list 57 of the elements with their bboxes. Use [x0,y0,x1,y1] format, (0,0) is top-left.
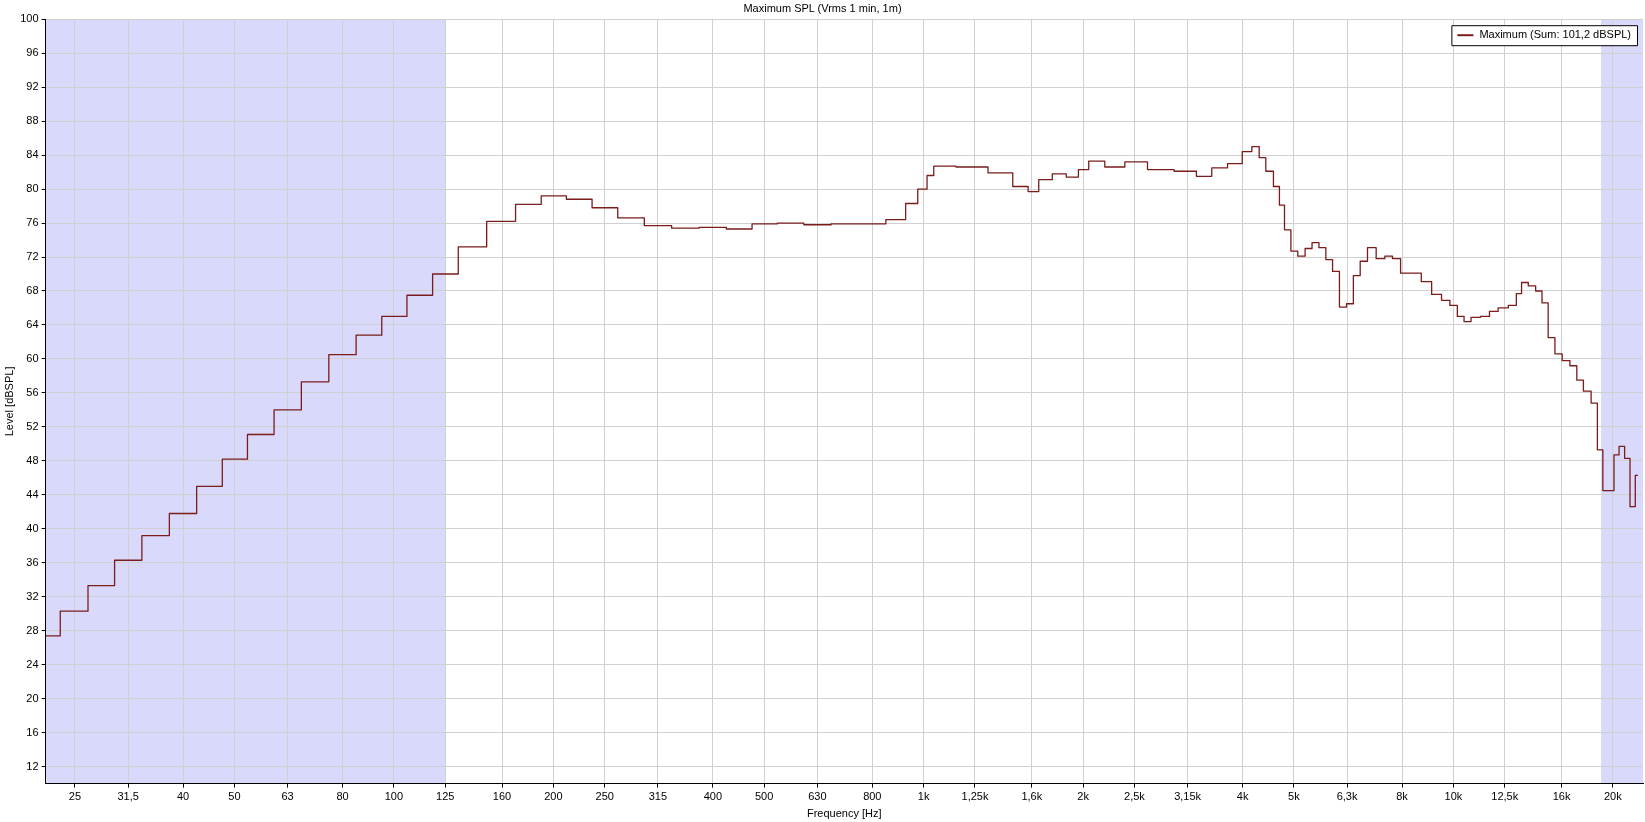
x-tick-label: 500 [754,790,774,803]
x-tick-label: 630 [808,790,827,803]
x-tick-label: 315 [648,790,668,803]
x-tick-label: 1k [917,790,930,803]
x-tick-label: 800 [863,790,882,803]
x-tick-label: 1,25k [961,790,989,803]
y-tick-label: 12 [26,759,39,772]
x-tick-label: 20k [1603,790,1623,803]
x-tick-label: 10k [1444,790,1463,803]
x-tick-label: 40 [176,790,190,803]
x-tick-label: 2k [1077,790,1090,803]
y-tick-label: 44 [26,487,39,500]
chart-title: Maximum SPL (Vrms 1 min, 1m) [743,1,902,14]
y-tick-label: 68 [26,284,39,297]
y-tick-label: 20 [26,691,39,704]
y-tick-label: 100 [20,12,39,25]
y-tick-label: 88 [26,114,39,127]
y-tick-label: 76 [26,216,39,229]
x-tick-label: 63 [281,790,294,803]
x-tick-label: 6,3k [1336,790,1358,803]
y-tick-label: 56 [26,385,39,398]
x-tick-label: 160 [492,790,512,803]
y-axis-title: Level [dBSPL] [2,366,15,437]
legend-label: Maximum (Sum: 101,2 dBSPL) [1479,28,1632,41]
x-tick-label: 4k [1236,790,1249,803]
x-tick-label: 31,5 [117,790,139,803]
x-tick-label: 2,5k [1124,790,1146,803]
y-tick-label: 40 [26,521,39,534]
y-tick-label: 92 [26,80,39,93]
x-tick-label: 50 [228,790,241,803]
y-tick-label: 84 [26,148,39,161]
y-tick-label: 48 [26,453,39,466]
x-tick-label: 125 [436,790,455,803]
x-tick-label: 25 [68,790,82,803]
x-tick-label: 12,5k [1491,790,1519,803]
y-tick-label: 28 [26,623,39,636]
x-tick-label: 250 [595,790,614,803]
y-tick-label: 36 [26,555,39,568]
y-tick-label: 80 [26,182,39,195]
y-tick-label: 32 [26,589,39,602]
x-tick-label: 80 [336,790,349,803]
y-tick-label: 16 [26,725,39,738]
x-tick-label: 100 [384,790,404,803]
x-tick-label: 1,6k [1021,790,1043,803]
x-tick-label: 8k [1396,790,1409,803]
y-tick-label: 72 [26,250,39,263]
x-tick-label: 3,15k [1174,790,1202,803]
x-tick-label: 400 [703,790,723,803]
y-tick-label: 96 [26,46,39,59]
y-tick-label: 60 [26,351,39,364]
y-tick-label: 52 [26,419,39,432]
x-tick-label: 200 [544,790,563,803]
x-axis-title: Frequency [Hz] [806,807,882,820]
y-tick-label: 24 [26,657,39,670]
x-tick-label: 5k [1288,790,1301,803]
x-tick-label: 16k [1552,790,1571,803]
y-tick-label: 64 [26,317,39,330]
